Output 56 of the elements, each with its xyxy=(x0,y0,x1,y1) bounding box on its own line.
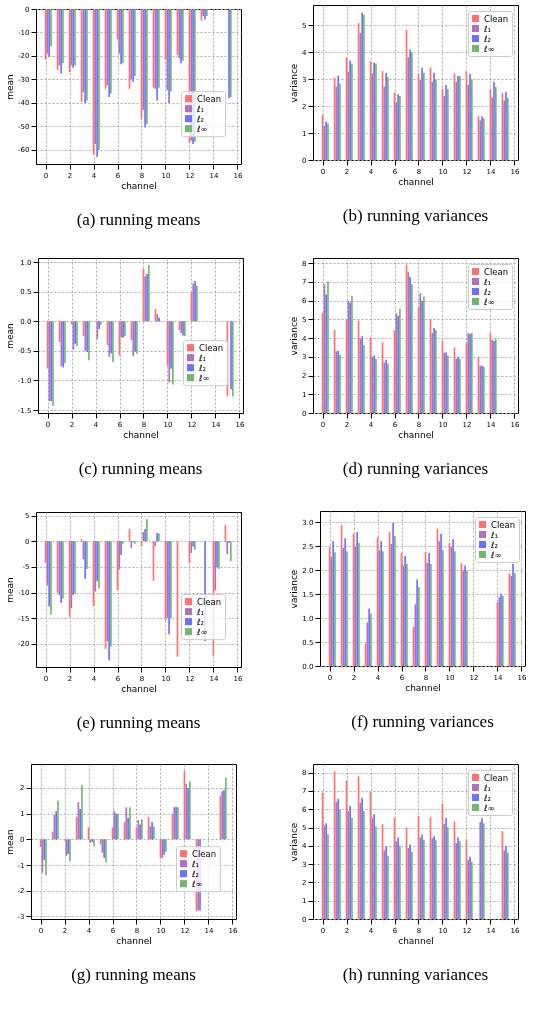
x-axis-title: channel xyxy=(398,176,434,187)
legend-label: ℓ∞ xyxy=(196,123,208,134)
text: (d) running variances xyxy=(342,459,489,478)
legend-label: ℓ₂ xyxy=(196,616,204,627)
x-axis-title: channel xyxy=(398,935,434,946)
legend-label: Clean xyxy=(491,519,516,530)
legend-label: Clean xyxy=(484,13,509,24)
text: (h) running variances xyxy=(342,965,489,984)
legend-label: ℓ∞ xyxy=(196,626,208,637)
legend-label: Clean xyxy=(192,848,217,859)
x-axis-title: channel xyxy=(116,935,152,946)
y-axis-title: variance xyxy=(289,822,300,862)
legend-label: ℓ₁ xyxy=(196,606,204,617)
legend-label: ℓ∞ xyxy=(483,296,495,307)
legend-label: ℓ₁ xyxy=(483,276,491,287)
legend-label: Clean xyxy=(484,266,509,277)
legend-label: Clean xyxy=(197,596,222,607)
legend-label: ℓ∞ xyxy=(490,549,502,560)
y-axis-title: mean xyxy=(5,74,16,100)
text: (a) running means xyxy=(76,210,201,229)
legend-label: ℓ∞ xyxy=(483,43,495,54)
text: (g) running means xyxy=(71,965,196,984)
legend-label: Clean xyxy=(199,342,224,353)
legend-label: ℓ₁ xyxy=(490,529,498,540)
legend-label: ℓ₂ xyxy=(198,362,206,373)
legend-label: ℓ₂ xyxy=(196,113,204,124)
text: (e) running means xyxy=(76,713,201,732)
legend-label: ℓ₂ xyxy=(483,286,491,297)
legend-label: ℓ∞ xyxy=(191,878,203,889)
text: (b) running variances xyxy=(342,206,489,225)
text: (c) running means xyxy=(78,459,203,478)
y-axis-title: mean xyxy=(5,577,16,603)
text: (f) running variances xyxy=(351,712,494,731)
legend-label: ℓ∞ xyxy=(483,802,495,813)
legend-label: ℓ₁ xyxy=(483,782,491,793)
y-axis-title: variance xyxy=(289,569,300,609)
x-axis-title: channel xyxy=(121,683,157,694)
legend-label: ℓ₂ xyxy=(483,33,491,44)
legend-label: ℓ₂ xyxy=(191,868,199,879)
x-axis-title: channel xyxy=(398,429,434,440)
legend-label: ℓ∞ xyxy=(198,372,210,383)
x-axis-title: channel xyxy=(123,429,159,440)
legend-label: ℓ₁ xyxy=(198,352,206,363)
x-axis-title: channel xyxy=(405,682,441,693)
y-axis-title: mean xyxy=(4,323,15,349)
y-axis-title: variance xyxy=(289,316,300,356)
x-axis-title: channel xyxy=(121,180,157,191)
y-axis-title: mean xyxy=(4,829,15,855)
legend-label: Clean xyxy=(197,93,222,104)
legend-label: ℓ₁ xyxy=(483,23,491,34)
legend-label: ℓ₁ xyxy=(196,103,204,114)
legend-label: Clean xyxy=(484,772,509,783)
y-axis-title: variance xyxy=(289,63,300,103)
legend-label: ℓ₂ xyxy=(483,792,491,803)
legend-label: ℓ₂ xyxy=(490,539,498,550)
legend-label: ℓ₁ xyxy=(191,858,199,869)
